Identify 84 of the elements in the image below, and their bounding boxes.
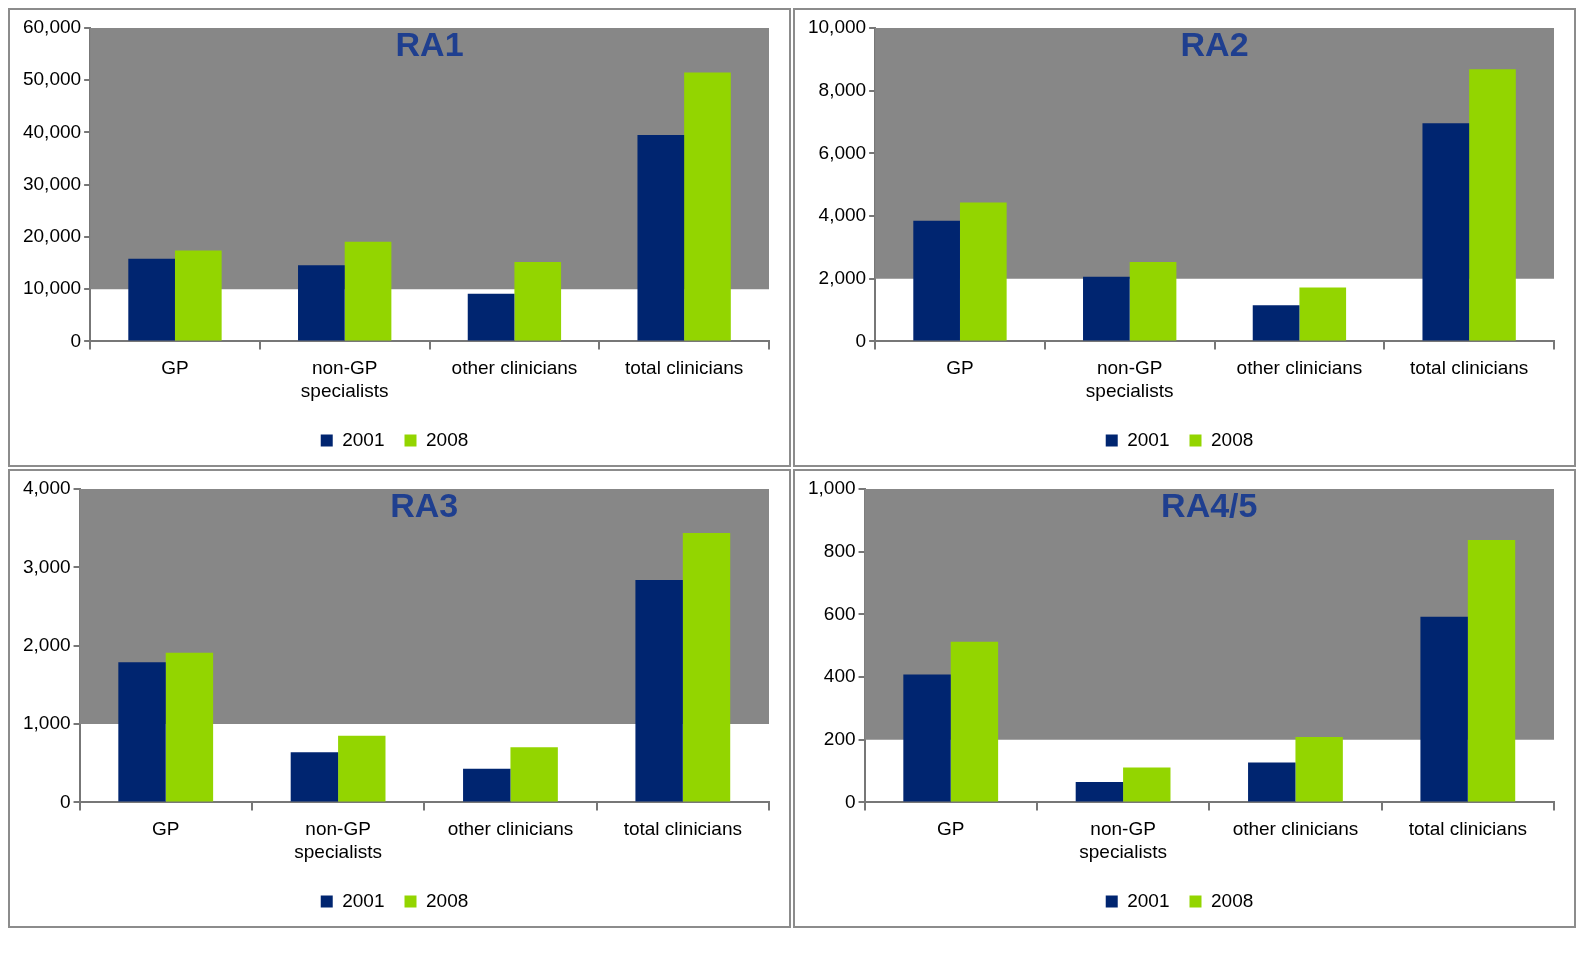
- bar: [174, 250, 222, 341]
- chart-title: RA2: [1180, 25, 1249, 64]
- y-tick-label: 1,000: [808, 477, 856, 499]
- chart-title: RA4/5: [1161, 486, 1258, 525]
- bar: [463, 768, 511, 802]
- bar: [290, 752, 339, 802]
- bar: [1129, 262, 1177, 341]
- bar: [1248, 762, 1296, 802]
- bar: [682, 532, 731, 802]
- y-tick-label: 0: [855, 329, 867, 351]
- y-tick-label: 3,000: [23, 555, 71, 577]
- x-tick-label: GP: [937, 818, 965, 840]
- bar: [1420, 616, 1468, 802]
- legend-label: 2001: [1127, 428, 1170, 450]
- bar: [684, 72, 731, 341]
- y-tick-label: 8,000: [818, 78, 867, 100]
- x-tick-label: other clinicians: [1232, 818, 1359, 840]
- x-tick-label: total clinicians: [1408, 818, 1527, 840]
- legend-label: 2008: [426, 428, 469, 450]
- x-tick-label: GP: [161, 357, 189, 379]
- y-tick-label: 0: [70, 329, 82, 351]
- x-tick-label: total clinicians: [1410, 357, 1529, 379]
- y-tick-label: 400: [823, 665, 856, 687]
- bar: [913, 220, 960, 341]
- legend-label: 2001: [1127, 889, 1170, 911]
- y-tick-label: 600: [823, 602, 856, 624]
- x-tick-label: non-GP specialists: [1079, 818, 1167, 862]
- y-tick-label: 800: [823, 539, 856, 561]
- bar: [344, 241, 392, 341]
- bar: [635, 579, 683, 802]
- bar: [1083, 276, 1130, 341]
- bar: [1299, 287, 1347, 341]
- bar: [903, 674, 951, 802]
- bar: [510, 747, 558, 802]
- x-tick-label: other clinicians: [1236, 357, 1363, 379]
- bar: [514, 262, 562, 341]
- y-tick-label: 4,000: [23, 477, 71, 499]
- x-tick-label: total clinicians: [625, 357, 744, 379]
- y-tick-label: 20,000: [22, 225, 82, 247]
- x-tick-label: other clinicians: [447, 818, 574, 840]
- x-tick-label: total clinicians: [623, 818, 742, 840]
- y-tick-label: 200: [823, 727, 856, 749]
- bar: [1469, 69, 1516, 341]
- y-tick-label: 0: [844, 790, 856, 812]
- y-tick-label: 2,000: [23, 633, 71, 655]
- legend-label: 2001: [342, 889, 385, 911]
- bar: [1295, 736, 1343, 802]
- legend-label: 2008: [1211, 428, 1254, 450]
- y-tick-label: 6,000: [818, 141, 867, 163]
- bar: [128, 258, 175, 341]
- x-tick-label: GP: [152, 818, 180, 840]
- y-tick-label: 2,000: [818, 266, 867, 288]
- legend-label: 2001: [342, 428, 385, 450]
- x-tick-label: non-GP specialists: [300, 357, 389, 401]
- y-tick-label: 1,000: [23, 712, 71, 734]
- x-tick-label: GP: [946, 357, 974, 379]
- legend-label: 2008: [1211, 889, 1254, 911]
- bar: [467, 293, 515, 341]
- x-tick-label: non-GP specialists: [294, 818, 382, 862]
- bar: [298, 265, 345, 341]
- legend-label: 2008: [426, 889, 469, 911]
- bar: [338, 735, 386, 802]
- bar: [118, 662, 166, 802]
- bar: [1422, 123, 1470, 341]
- y-tick-label: 60,000: [22, 16, 82, 38]
- y-tick-label: 10,000: [22, 277, 82, 299]
- y-tick-label: 0: [59, 790, 71, 812]
- bar: [959, 202, 1007, 341]
- chart-title: RA3: [390, 486, 459, 525]
- bar: [637, 135, 685, 341]
- bar: [1123, 767, 1171, 802]
- x-tick-label: other clinicians: [451, 357, 578, 379]
- y-tick-label: 30,000: [22, 172, 82, 194]
- bar: [1252, 305, 1300, 341]
- bar: [1467, 540, 1516, 802]
- bar: [165, 652, 214, 802]
- y-tick-label: 50,000: [22, 68, 82, 90]
- y-tick-label: 10,000: [807, 16, 867, 38]
- bar: [1075, 782, 1124, 802]
- y-tick-label: 4,000: [818, 204, 867, 226]
- bar: [950, 641, 999, 802]
- y-tick-label: 40,000: [22, 120, 82, 142]
- chart-title: RA1: [395, 25, 464, 64]
- x-tick-label: non-GP specialists: [1085, 357, 1174, 401]
